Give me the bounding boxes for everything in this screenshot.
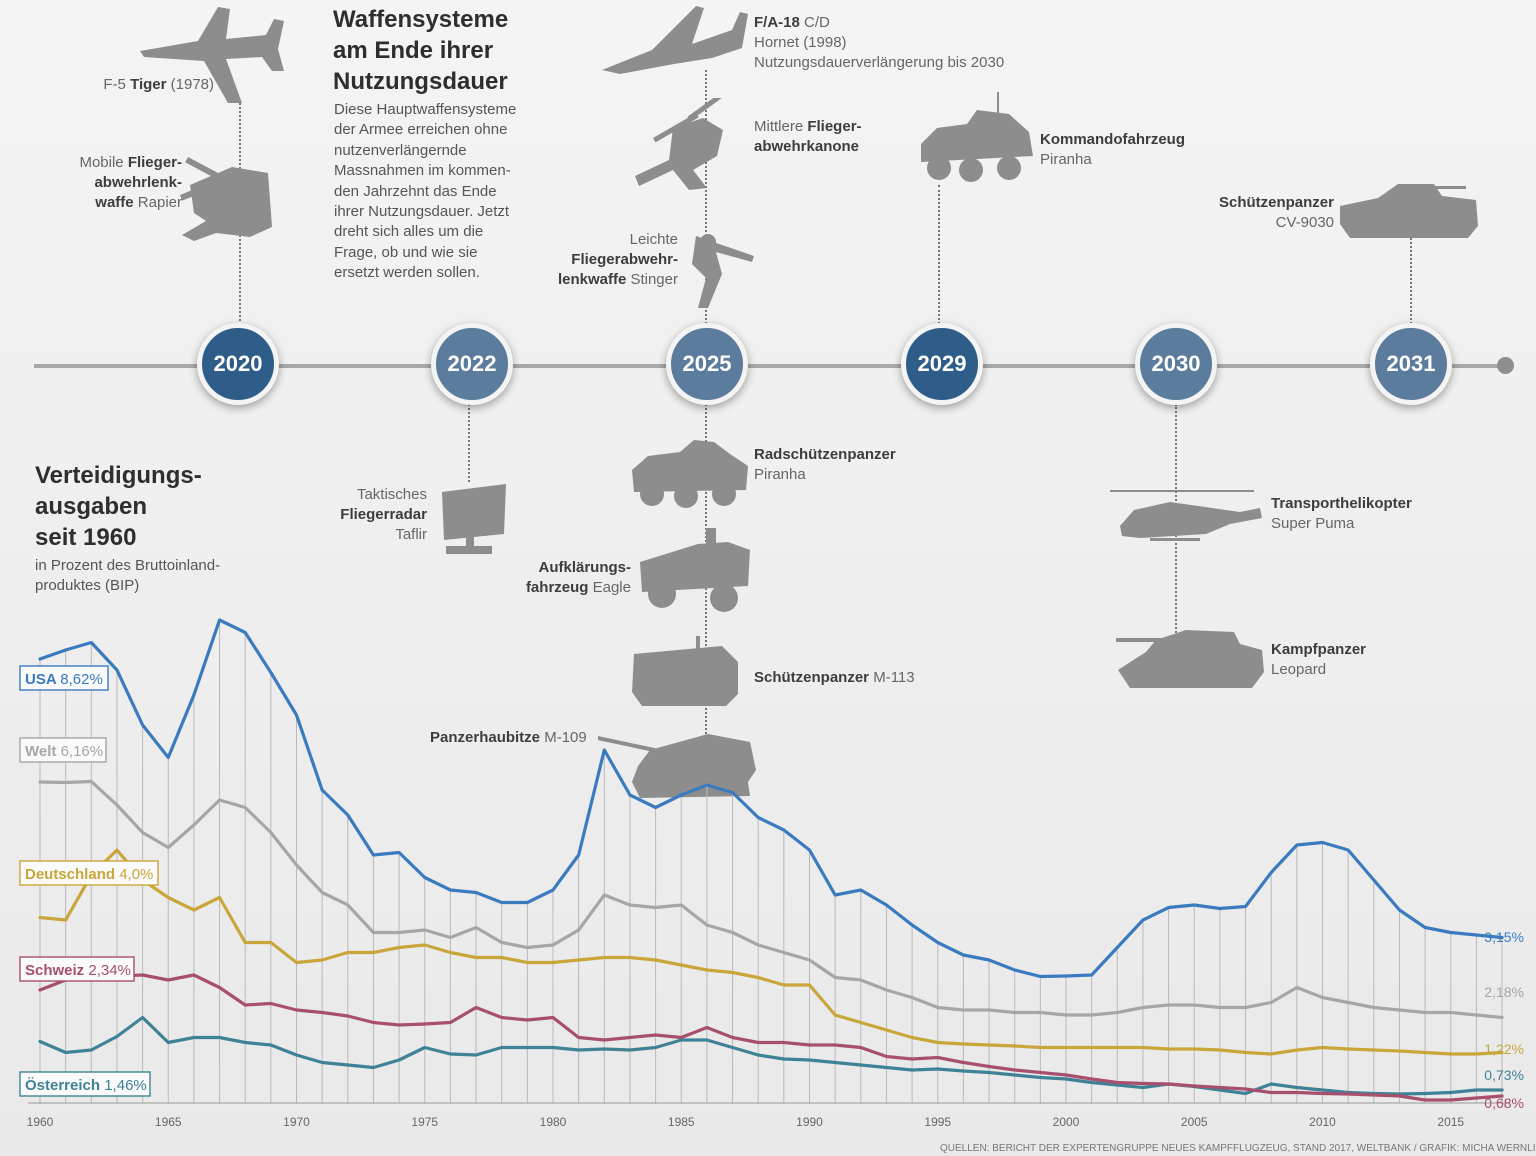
timeline-end-dot [1497,357,1514,374]
x-tick-label: 1990 [796,1115,823,1129]
connector-2031 [1410,238,1412,328]
svg-text:Schweiz 2,34%: Schweiz 2,34% [25,962,131,979]
label-kommandofahrzeug: Kommandofahrzeug Piranha [1040,131,1186,168]
series-line-schweiz [38,970,1504,1102]
m109-howitzer-icon [598,734,756,798]
label-taflir: Taktisches Fliegerradar Taflir [340,486,427,543]
label-flak-kanone: Mittlere Flieger- abwehrkanone [754,118,862,155]
fa18-jet-icon [602,6,748,74]
chart-title: Verteidigungs- ausgaben seit 1960 [35,462,202,551]
radar-icon [442,484,506,554]
series-line-usa [38,618,1504,979]
eagle-vehicle-icon [640,528,750,612]
timeline-bar [34,364,1506,368]
missile-launcher-icon [179,157,272,241]
series-line-welt [38,779,1504,1020]
leopard-tank-icon [1116,630,1264,688]
end-label-welt: 2,18% [1484,984,1524,1000]
m113-apc-icon [632,636,738,706]
source-note: QUELLEN: BERICHT DER EXPERTENGRUPPE NEUE… [940,1143,1536,1154]
wheeled-apc-icon [632,440,748,508]
anti-aircraft-cannon-icon [635,98,744,190]
svg-text:Welt 6,16%: Welt 6,16% [25,743,103,760]
label-stinger: Leichte Fliegerabwehr- lenkwaffe Stinger [557,231,678,288]
label-m113: Schützenpanzer M-113 [754,669,915,686]
x-tick-label: 1970 [283,1115,310,1129]
helicopter-icon [1110,490,1262,541]
year-node-2031: 2031 [1370,323,1452,405]
svg-text:Österreich 1,46%: Österreich 1,46% [25,1077,147,1094]
end-label-deutschland: 1,22% [1484,1041,1524,1057]
series-line-österreich [38,1015,1504,1096]
label-super-puma: Transporthelikopter Super Puma [1271,495,1412,532]
legend-label-usa: USA 8,62% [19,665,109,691]
year-node-2025: 2025 [666,323,748,405]
cv9030-tank-icon [1340,184,1478,238]
x-tick-label: 2010 [1309,1115,1336,1129]
connector-2025-up [705,70,707,328]
x-tick-label: 2015 [1437,1115,1464,1129]
label-leopard: Kampfpanzer Leopard [1271,641,1367,678]
stinger-soldier-icon [692,234,754,308]
end-label-österreich: 0,73% [1484,1067,1524,1083]
label-fa18: F/A-18 C/D Hornet (1998) Nutzungsdauerve… [754,14,1005,71]
x-tick-label: 1960 [27,1115,54,1129]
fighter-jet-icon [140,7,284,103]
x-tick-label: 2005 [1181,1115,1208,1129]
svg-text:USA 8,62%: USA 8,62% [25,671,103,688]
end-label-usa: 3,15% [1484,929,1524,945]
label-eagle: Aufklärungs- fahrzeug Eagle [525,559,631,596]
x-tick-label: 1975 [411,1115,438,1129]
year-node-2020: 2020 [197,323,279,405]
x-tick-label: 1965 [155,1115,182,1129]
label-rapier: Mobile Flieger- abwehrlenk- waffe Rapier [79,154,182,211]
year-node-2029: 2029 [901,323,983,405]
command-vehicle-icon [921,92,1033,182]
legend-label-schweiz: Schweiz 2,34% [19,956,135,982]
year-node-2022: 2022 [431,323,513,405]
x-tick-label: 1995 [924,1115,951,1129]
legend-label-welt: Welt 6,16% [19,737,107,763]
x-tick-label: 1985 [668,1115,695,1129]
end-label-schweiz: 0,68% [1484,1095,1524,1111]
legend-label-deutschland: Deutschland 4,0% [19,860,159,886]
x-tick-label: 1980 [540,1115,567,1129]
chart-subtitle: in Prozent des Bruttoinland- produktes (… [35,557,221,595]
series-line-deutschland [38,848,1504,1056]
waffensysteme-title: Waffensysteme am Ende ihrer Nutzungsdaue… [333,6,509,95]
connector-2029 [938,185,940,328]
legend-label-österreich: Österreich 1,46% [19,1071,151,1097]
label-m109: Panzerhaubitze M-109 [430,729,587,746]
svg-text:Deutschland 4,0%: Deutschland 4,0% [25,866,153,883]
waffensysteme-description: Diese Hauptwaffensysteme der Armee errei… [334,101,517,282]
x-tick-label: 2000 [1053,1115,1080,1129]
label-cv9030: Schützenpanzer CV-9030 [1218,194,1334,231]
label-radschuetzenpanzer: Radschützenpanzer Piranha [754,446,896,483]
label-f5-tiger: F-5 Tiger (1978) [103,76,214,93]
year-node-2030: 2030 [1135,323,1217,405]
connector-2022 [468,404,470,482]
